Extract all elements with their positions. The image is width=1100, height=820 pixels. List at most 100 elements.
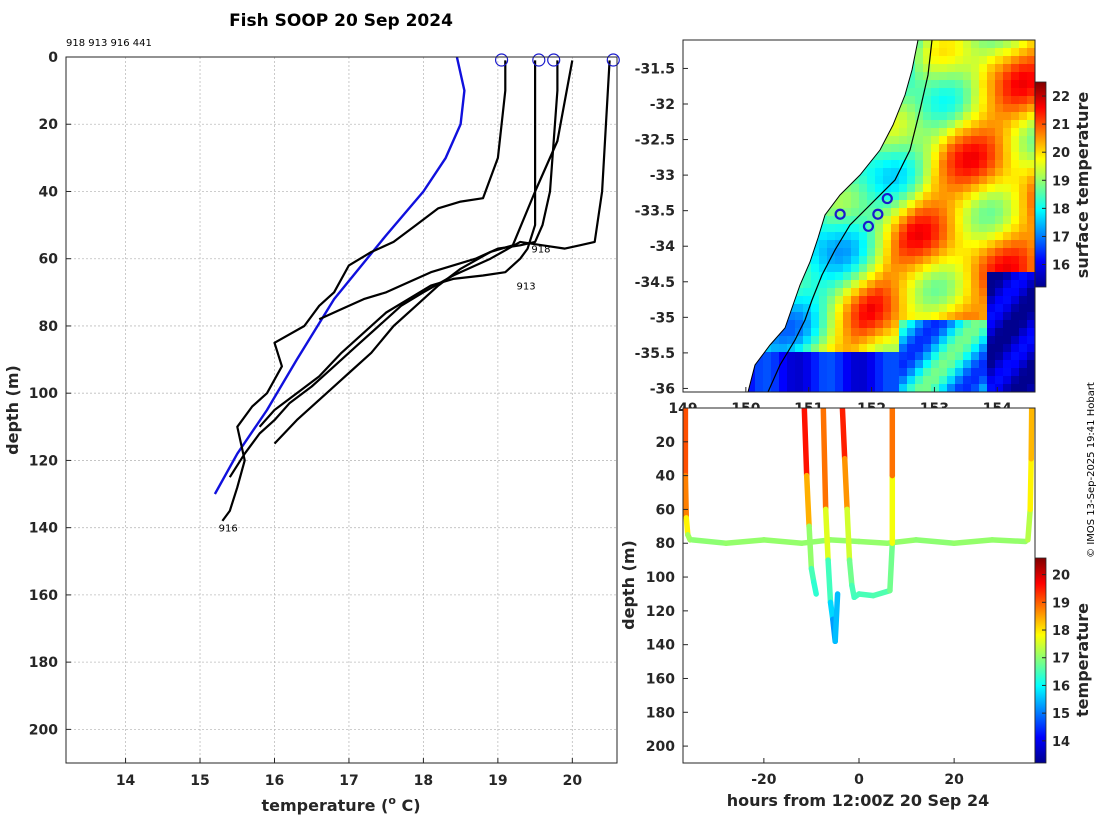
- sst-cell: [787, 368, 796, 377]
- sst-cell: [907, 256, 916, 265]
- sst-cell: [803, 384, 812, 392]
- sst-cell: [891, 208, 900, 217]
- sst-cell: [939, 40, 948, 49]
- sst-cell: [931, 96, 940, 105]
- sst-cell: [931, 72, 940, 81]
- x-tick-label: 14: [116, 773, 136, 789]
- sst-colorbar-tick-label: 17: [1052, 230, 1070, 245]
- sst-cell: [995, 320, 1004, 329]
- sst-cell: [843, 336, 852, 345]
- sst-cell: [827, 264, 836, 273]
- sst-cell: [1011, 200, 1020, 209]
- sst-cell: [867, 368, 876, 377]
- temperature-colorbar-tick-label: 16: [1052, 679, 1070, 694]
- sst-cell: [875, 216, 884, 225]
- sst-cell: [747, 384, 756, 392]
- sst-cell: [939, 328, 948, 337]
- sst-cell: [843, 192, 852, 201]
- sst-cell: [979, 320, 988, 329]
- sst-cell: [915, 344, 924, 353]
- sst-cell: [1011, 184, 1020, 193]
- sst-cell: [963, 40, 972, 49]
- sst-cell: [859, 240, 868, 249]
- station-marker: [881, 192, 893, 205]
- sst-cell: [1027, 104, 1035, 113]
- sst-cell: [803, 312, 812, 321]
- sst-cell: [979, 256, 988, 265]
- sst-cell: [875, 184, 884, 193]
- sst-cell: [947, 336, 956, 345]
- sst-cell: [875, 376, 884, 385]
- sst-cell: [963, 184, 972, 193]
- surface-marker: [606, 53, 620, 67]
- section-segment-baseline-80m: [913, 537, 957, 546]
- sst-cell: [1011, 264, 1020, 273]
- sst-cell: [779, 352, 788, 361]
- sst-cell: [1003, 144, 1012, 153]
- sst-cell: [803, 368, 812, 377]
- sst-cell: [899, 216, 908, 225]
- sst-cell: [803, 272, 812, 281]
- y-tick-label: 160: [29, 588, 58, 604]
- sst-cell: [955, 352, 964, 361]
- sst-cell: [955, 160, 964, 169]
- sst-cell: [1003, 192, 1012, 201]
- sst-cell: [819, 272, 828, 281]
- sst-cell: [955, 384, 964, 392]
- temperature-colorbar-tick-label: 15: [1052, 707, 1070, 722]
- sst-cell: [971, 48, 980, 57]
- profile-x-ticks: 14 15 16 17 18 19 20: [116, 758, 582, 789]
- sst-cell: [939, 168, 948, 177]
- sst-cell: [963, 304, 972, 313]
- sst-cell: [971, 360, 980, 369]
- sst-cell: [843, 312, 852, 321]
- sst-cell: [859, 256, 868, 265]
- sst-cell: [947, 280, 956, 289]
- y-tick-label: 100: [29, 386, 58, 402]
- sst-cell: [955, 88, 964, 97]
- sst-cell: [987, 280, 996, 289]
- sst-cell: [947, 152, 956, 161]
- sst-cell: [843, 320, 852, 329]
- sst-cell: [891, 184, 900, 193]
- sst-cell: [1019, 272, 1028, 281]
- sst-cell: [1011, 48, 1020, 57]
- sst-cell: [883, 304, 892, 313]
- sst-cell: [971, 296, 980, 305]
- sst-cell: [867, 240, 876, 249]
- sst-cell: [843, 280, 852, 289]
- sst-cell: [1011, 376, 1020, 385]
- sst-cell: [987, 144, 996, 153]
- sst-cell: [819, 320, 828, 329]
- sst-cell: [859, 264, 868, 273]
- sst-cell: [1003, 184, 1012, 193]
- sst-cell: [915, 208, 924, 217]
- section-x-label: hours from 12:00Z 20 Sep 24: [727, 791, 989, 810]
- sst-cell: [779, 336, 788, 345]
- sst-cell: [1011, 176, 1020, 185]
- sst-cell: [795, 352, 804, 361]
- sst-cell: [987, 200, 996, 209]
- sst-cell: [899, 232, 908, 241]
- sst-cell: [1027, 136, 1035, 145]
- sst-cell: [971, 224, 980, 233]
- sst-cell: [819, 336, 828, 345]
- sst-cell: [803, 336, 812, 345]
- sst-cell: [923, 304, 932, 313]
- sst-cell: [931, 136, 940, 145]
- sst-cell: [771, 384, 780, 392]
- sst-cell: [995, 96, 1004, 105]
- sst-cell: [1027, 264, 1035, 273]
- section-y-tick-label: 140: [646, 638, 675, 654]
- sst-cell: [795, 384, 804, 392]
- sst-cell: [1019, 112, 1028, 121]
- sst-cell: [987, 136, 996, 145]
- map-y-ticks: -31.5 -32 -32.5 -33 -33.5 -34 -34.5 -35 -35.5 -36: [635, 61, 688, 397]
- sst-cell: [1011, 320, 1020, 329]
- sst-cell: [923, 88, 932, 97]
- sst-cell: [1019, 344, 1028, 353]
- sst-cell: [1019, 96, 1028, 105]
- sst-cell: [979, 352, 988, 361]
- sst-cell: [923, 248, 932, 257]
- profile-id-label: 913: [516, 282, 535, 293]
